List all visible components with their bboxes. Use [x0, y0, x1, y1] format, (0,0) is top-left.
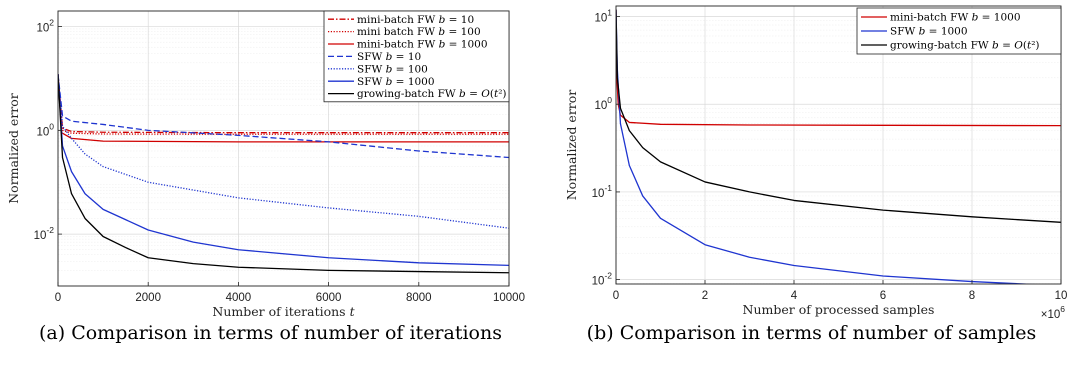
chart-a-y-tick-label: 102	[36, 18, 54, 35]
chart-a-legend-label-0: mini-batch FW b = 10	[357, 14, 474, 26]
chart-panel-b: 0 2 4 6 8 10 10-2 10-1 100 101 Number of processed…	[541, 0, 1082, 368]
chart-a-series-line-3	[58, 74, 509, 159]
chart-b-x-tick-label: 0	[613, 290, 619, 302]
chart-b-legend-label-0: mini-batch FW b = 1000	[890, 12, 1021, 24]
chart-a-series-line-5	[58, 74, 509, 266]
chart-a-x-tick-label: 4000	[226, 292, 252, 304]
chart-b-legend-label-2: growing-batch FW b = O(t²)	[890, 40, 1040, 52]
chart-a-legend-label-1: mini batch FW b = 100	[357, 26, 481, 38]
chart-b-x-tick-label: 10	[1055, 290, 1068, 302]
chart-b-x-tick-label: 4	[791, 290, 798, 302]
chart-b-axes-frame	[615, 5, 1062, 285]
chart-b: 0 2 4 6 8 10 10-2 10-1 100 101 Number of processed…	[564, 5, 1068, 321]
chart-a-legend-label-2: mini-batch FW b = 1000	[357, 39, 488, 51]
chart-b-x-tick-label: 6	[880, 290, 886, 302]
chart-a-series-line-4	[58, 74, 509, 229]
chart-a-x-tick-label: 6000	[316, 292, 342, 304]
chart-a-x-tick-label: 8000	[406, 292, 432, 304]
chart-a-caption: (a) Comparison in terms of number of ite…	[39, 322, 502, 344]
chart-a-y-tick-label: 100	[36, 121, 54, 138]
chart-b-x-tick-label: 2	[702, 290, 708, 302]
chart-b-y-tick-label: 10-2	[592, 271, 613, 288]
chart-a-legend-label-4: SFW b = 100	[357, 63, 428, 75]
chart-b-y-tick-label: 10-1	[592, 183, 613, 200]
chart-a-x-tick-label: 0	[55, 292, 61, 304]
chart-a-y-axis-label: Normalized error	[6, 93, 21, 204]
chart-b-legend-box	[856, 7, 1062, 55]
chart-a-x-tick-label: 2000	[135, 292, 161, 304]
chart-a-x-tick-label: 10000	[493, 292, 525, 304]
chart-b-series-line-0	[616, 9, 1061, 127]
chart-a-axes-frame	[57, 10, 510, 287]
chart-a-legend-box	[323, 10, 510, 103]
chart-b-caption: (b) Comparison in terms of number of sam…	[586, 322, 1037, 344]
chart-b-x-multiplier: ×106	[1041, 304, 1066, 321]
chart-a-series-group	[58, 74, 509, 274]
chart-a-y-tick-label: 10-2	[34, 225, 55, 242]
chart-b-x-tick-label: 8	[969, 290, 975, 302]
chart-panel-a: 0 2000 4000 6000 8000 10000 10-2 100 102 Number o…	[6, 10, 525, 344]
chart-b-series-line-2	[616, 9, 1061, 223]
chart-b-minor-grid	[616, 20, 1061, 284]
chart-b-series-group	[616, 9, 1061, 284]
chart-b-y-tick-label: 100	[594, 95, 612, 112]
chart-b-y-axis-label: Normalized error	[564, 90, 579, 201]
chart-a-series-line-1	[58, 74, 509, 135]
chart-b-series-line-1	[616, 9, 1037, 284]
chart-a-legend-label-5: SFW b = 1000	[357, 76, 435, 88]
chart-a-legend-label-6: growing-batch FW b = O(t²)	[357, 88, 507, 100]
chart-a-series-line-6	[58, 74, 509, 274]
chart-a-legend-label-3: SFW b = 10	[357, 51, 421, 63]
chart-b-legend: mini-batch FW b = 1000 SFW b = 1000 growin…	[856, 7, 1062, 55]
chart-a-x-axis-label: Number of iterations t	[212, 304, 355, 319]
chart-b-legend-label-1: SFW b = 1000	[890, 26, 968, 38]
chart-b-x-axis-label: Number of processed samples	[743, 302, 935, 317]
chart-a: 0 2000 4000 6000 8000 10000 10-2 100 102 Number o…	[6, 10, 525, 319]
chart-b-y-tick-label: 101	[594, 8, 612, 25]
